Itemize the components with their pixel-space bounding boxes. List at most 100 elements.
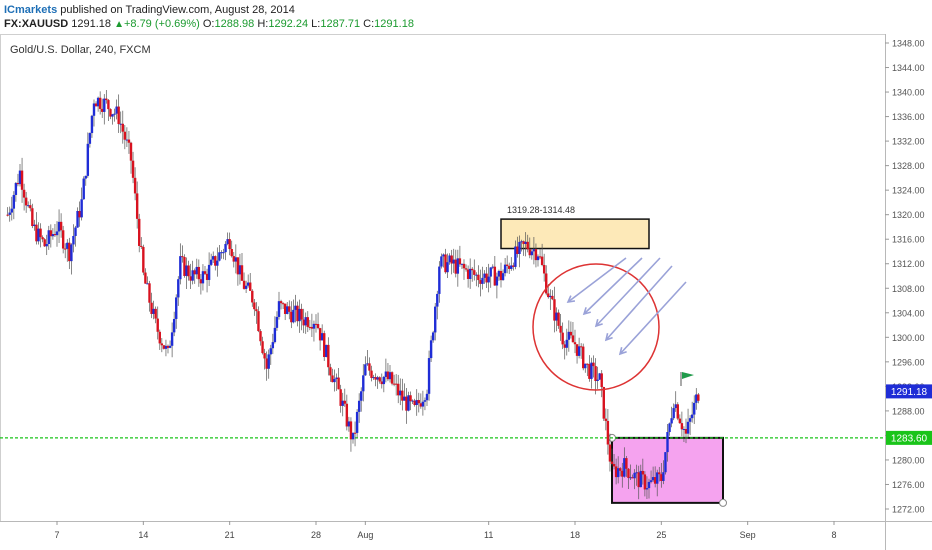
- annotation-arrow[interactable]: [605, 265, 673, 341]
- annotation-arrow[interactable]: [595, 257, 661, 327]
- candle-body: [672, 408, 675, 419]
- candle-body: [370, 370, 373, 378]
- candle-body: [232, 256, 235, 262]
- candle-body: [606, 420, 610, 445]
- candle-body: [676, 404, 679, 419]
- candle-body: [351, 432, 355, 440]
- candle-body: [14, 182, 18, 195]
- candle-body: [228, 239, 231, 250]
- candle-body: [94, 103, 98, 107]
- candle-body: [555, 312, 558, 321]
- candle-body: [353, 432, 357, 434]
- candle-body: [487, 276, 490, 283]
- candle-body: [627, 468, 630, 478]
- candle-body: [425, 393, 429, 401]
- candle-body: [109, 109, 112, 117]
- candle-body: [518, 241, 521, 254]
- candle-body: [18, 170, 22, 185]
- candle-body: [378, 377, 381, 382]
- candle-body: [666, 432, 669, 453]
- candle-body: [160, 343, 164, 346]
- candle-body: [633, 472, 636, 479]
- candle-body: [339, 389, 342, 406]
- candle-body: [329, 367, 332, 376]
- candle-body: [621, 470, 624, 477]
- candle-body: [183, 257, 186, 276]
- candle-body: [516, 246, 519, 254]
- candle-body: [520, 241, 523, 243]
- candle-body: [658, 472, 661, 475]
- candle-body: [690, 414, 694, 419]
- candle-body: [682, 429, 686, 431]
- candle-body: [647, 481, 651, 489]
- candle-body: [298, 308, 301, 322]
- candle-body: [288, 306, 291, 312]
- candle-body: [115, 106, 118, 114]
- arrow-head: [604, 333, 613, 342]
- y-tick-label: 1340.00: [892, 88, 925, 98]
- candle-body: [57, 221, 61, 232]
- candle-body: [530, 251, 534, 256]
- candle-body: [72, 235, 75, 245]
- zone-handle[interactable]: [719, 498, 727, 507]
- annotation-arrow[interactable]: [567, 257, 627, 303]
- candle-body: [144, 272, 147, 284]
- candle-body: [413, 400, 416, 406]
- candle-body: [306, 317, 309, 327]
- candle-body: [179, 256, 182, 280]
- candle-body: [452, 259, 455, 264]
- candle-body: [216, 260, 219, 266]
- candle-body: [22, 189, 26, 198]
- price-chart[interactable]: 1272.001276.001280.001284.001288.001292.…: [0, 34, 932, 550]
- candle-body: [138, 218, 141, 246]
- candle-body: [74, 227, 77, 236]
- candle-body: [409, 395, 412, 402]
- candle-body: [133, 177, 137, 194]
- x-tick-label: 21: [225, 530, 235, 540]
- candle-body: [98, 97, 102, 109]
- annotation-arrow[interactable]: [619, 281, 687, 355]
- candle-body: [372, 377, 375, 379]
- support-level-label: 1283.60: [891, 433, 928, 444]
- candle-body: [380, 381, 383, 385]
- publisher-name[interactable]: ICmarkets: [4, 4, 58, 16]
- candle-body: [522, 241, 525, 244]
- candle-body: [438, 266, 441, 294]
- candle-body: [86, 143, 90, 176]
- candle-body: [24, 197, 28, 206]
- candle-body: [277, 301, 281, 317]
- annotation-arrow[interactable]: [583, 257, 643, 315]
- candle-body: [37, 228, 40, 242]
- candle-body: [394, 383, 398, 385]
- candle-body: [27, 205, 30, 207]
- candle-body: [421, 401, 425, 407]
- candle-body: [103, 98, 106, 112]
- candle-body: [249, 282, 252, 291]
- candle-body: [602, 386, 605, 419]
- open-label: O:: [202, 18, 215, 30]
- flag-icon[interactable]: [682, 372, 694, 379]
- candle-body: [170, 332, 174, 346]
- candle-body: [549, 295, 552, 298]
- last-price: 1291.18: [71, 18, 111, 30]
- candle-body: [117, 106, 120, 125]
- annotation-circle[interactable]: [532, 263, 660, 391]
- candle-body: [374, 377, 377, 380]
- candle-body: [388, 372, 392, 380]
- candle-body: [364, 364, 367, 376]
- candle-body: [6, 214, 9, 216]
- candle-body: [686, 421, 690, 434]
- candle-body: [479, 280, 482, 284]
- candle-body: [35, 224, 38, 242]
- candle-body: [253, 302, 256, 310]
- candle-body: [312, 323, 316, 329]
- resistance-zone[interactable]: [500, 218, 650, 250]
- x-tick-label: 14: [138, 530, 148, 540]
- candle-body: [604, 418, 608, 421]
- candle-body: [199, 279, 203, 284]
- candle-body: [360, 391, 363, 401]
- candle-body: [405, 396, 408, 411]
- candle-body: [314, 323, 318, 325]
- candle-body: [8, 212, 11, 215]
- symbol[interactable]: FX:XAUUSD: [4, 18, 69, 30]
